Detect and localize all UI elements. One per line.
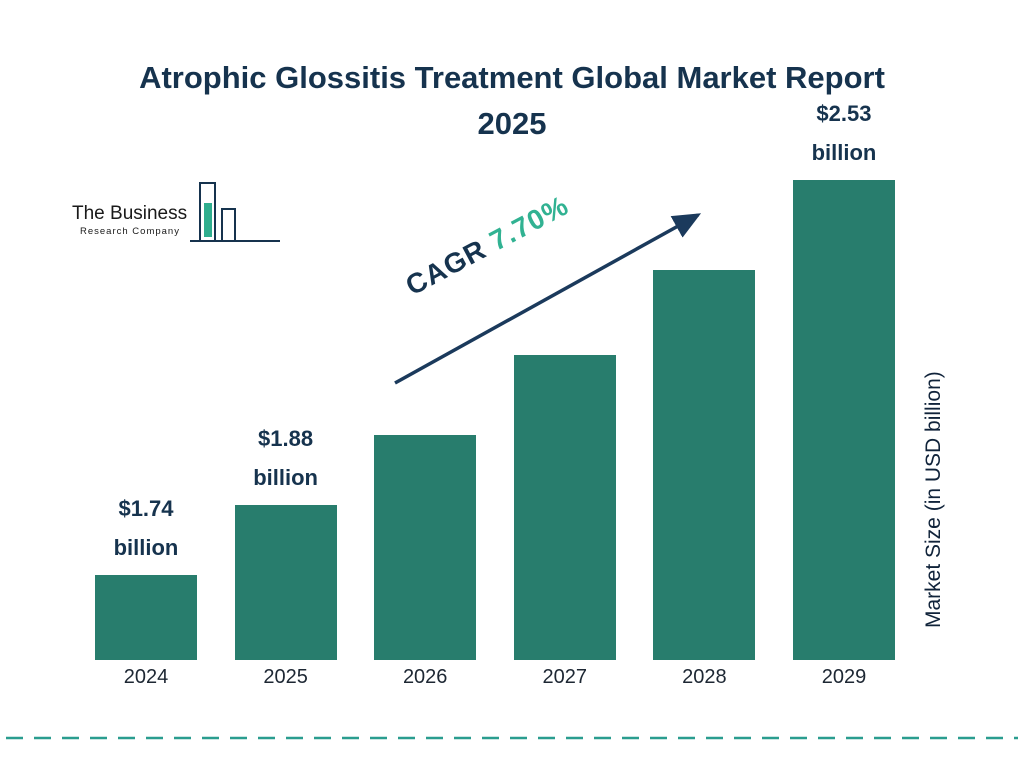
chart-area: $1.74 billion $1.88 billion $2.53 billion xyxy=(95,100,895,660)
bar-2024 xyxy=(95,575,197,660)
year-axis: 2024 2025 2026 2027 2028 2029 xyxy=(95,666,895,689)
bar-value-label-2025: $1.88 billion xyxy=(253,426,318,490)
x-tick-2029: 2029 xyxy=(821,666,867,688)
x-tick-2027: 2027 xyxy=(542,666,588,688)
bar-value-label-2029: $2.53 billion xyxy=(811,101,877,165)
bar-2029 xyxy=(792,180,895,660)
bars-row: $1.74 billion $1.88 billion $2.53 billion xyxy=(95,100,895,660)
bar-column-2026 xyxy=(374,435,477,660)
x-tick-2028: 2028 xyxy=(682,666,727,688)
company-logo: The Business Research Company xyxy=(72,175,287,260)
logo-bars-icon xyxy=(190,182,280,242)
bottom-dashed-line xyxy=(6,736,1018,740)
growth-arrow xyxy=(394,213,702,385)
bar-column-2029: $2.53 billion xyxy=(792,95,895,660)
bar-2025 xyxy=(234,505,337,660)
x-tick-2024: 2024 xyxy=(123,666,169,688)
x-tick-2025: 2025 xyxy=(263,666,308,688)
x-tick-2026: 2026 xyxy=(402,666,448,688)
bar-column-2028 xyxy=(653,270,756,660)
logo-line2: Research Company xyxy=(80,226,180,237)
logo-line1: The Business xyxy=(72,203,187,224)
page-title: Atrophic Glossitis Treatment Global Mark… xyxy=(139,59,885,142)
bar-2027 xyxy=(513,355,616,660)
bar-2026 xyxy=(374,435,477,660)
bar-2028 xyxy=(653,270,756,660)
bar-column-2027 xyxy=(513,355,616,660)
bar-column-2025: $1.88 billion xyxy=(234,420,337,660)
bar-column-2024: $1.74 billion xyxy=(95,490,197,660)
bar-value-label-2024: $1.74 billion xyxy=(113,496,179,560)
y-axis-title: Market Size (in USD billion) xyxy=(922,371,945,629)
